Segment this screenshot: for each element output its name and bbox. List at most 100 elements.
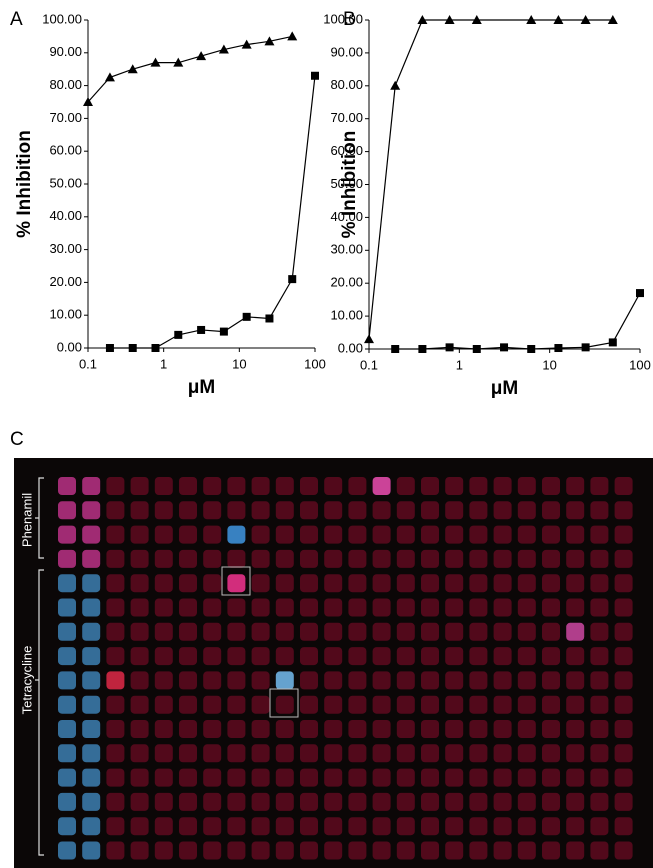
well [227,622,246,641]
well [396,525,415,544]
well [82,647,101,666]
y-tick-label: 50.00 [330,176,363,191]
well [130,525,149,544]
well [300,841,318,860]
square-marker [311,71,319,80]
well [590,549,609,568]
well [58,744,76,763]
well [179,549,197,568]
square-marker [197,325,206,334]
well [58,598,76,617]
well [396,549,415,568]
well [300,525,318,544]
well [179,501,197,520]
well [493,792,512,811]
well [396,720,415,738]
well [493,695,512,714]
well [396,671,415,690]
well [445,768,464,787]
well [251,477,270,495]
well [130,792,149,811]
well [396,841,415,860]
well [275,598,294,617]
well [542,622,560,641]
well [493,598,512,617]
well [590,501,609,520]
series-line [395,292,641,350]
well [58,525,76,544]
well [154,841,173,860]
well [469,574,488,593]
well [58,817,76,836]
well [614,744,633,763]
well [130,671,149,690]
well [227,647,246,666]
x-tick-label: 10 [542,357,556,372]
well [421,647,439,666]
group-label: Tetracycline [19,646,34,715]
well [300,768,318,787]
y-tick-label: 60.00 [330,143,363,158]
well [82,598,101,617]
well [614,792,633,811]
well [106,817,125,836]
well [179,744,197,763]
well [396,768,415,787]
panel-label: C [10,429,24,450]
well [542,720,560,738]
well [517,501,536,520]
x-tick-label: 1 [456,357,463,372]
well [203,574,222,593]
well [300,671,318,690]
well [469,695,488,714]
well [203,477,222,495]
square-marker [500,343,509,352]
well [445,720,464,738]
well [179,477,197,495]
triangle-marker [444,15,455,24]
well [421,744,439,763]
well [348,841,367,860]
well [517,574,536,593]
well [614,574,633,593]
well [300,695,318,714]
well [421,622,439,641]
well [106,622,125,641]
series-line [87,35,293,103]
y-tick-label: 60.00 [49,143,82,158]
well [566,720,585,738]
well [348,695,367,714]
square-marker [105,344,114,352]
well [396,792,415,811]
well [82,501,101,520]
well [566,622,585,641]
well [203,671,222,690]
well [324,549,343,568]
y-tick-label: 10.00 [330,308,363,323]
well [614,841,633,860]
well [396,817,415,836]
well [396,574,415,593]
well [324,817,343,836]
square-marker [445,343,454,352]
well [300,598,318,617]
well [566,695,585,714]
well [348,549,367,568]
well [82,744,101,763]
square-marker [242,312,251,321]
well [106,501,125,520]
well [517,817,536,836]
well [469,768,488,787]
well [275,647,294,666]
well [348,598,367,617]
well [203,841,222,860]
series-line [368,19,613,340]
y-axis-title: % Inhibition [339,131,360,239]
well [275,744,294,763]
well [469,744,488,763]
well [372,525,391,544]
well-plate [58,477,633,860]
well [154,671,173,690]
well [179,792,197,811]
well [421,671,439,690]
